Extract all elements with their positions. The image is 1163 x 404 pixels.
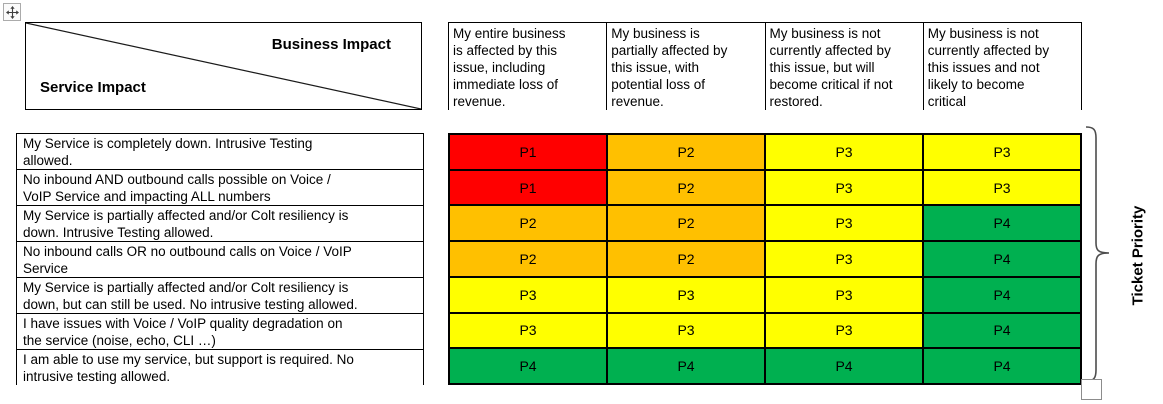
table-move-handle[interactable]: [3, 3, 21, 21]
move-cross-icon: [5, 5, 19, 19]
priority-cell: P4: [924, 349, 1080, 383]
priority-cell: P2: [608, 135, 764, 169]
service-impact-row-label: My Service is partially affected and/or …: [17, 206, 423, 241]
business-impact-col-header: My business is partially affected by thi…: [607, 23, 765, 110]
priority-cell: P3: [608, 277, 764, 312]
service-impact-row-label: My Service is completely down. Intrusive…: [17, 134, 423, 169]
priority-cell: P2: [608, 242, 764, 276]
priority-cell: P4: [924, 242, 1080, 276]
service-impact-row-label: No inbound calls OR no outbound calls on…: [17, 242, 423, 277]
business-impact-axis-label: Business Impact: [271, 36, 391, 53]
table-resize-handle[interactable]: [1081, 379, 1102, 400]
priority-cell: P3: [766, 277, 922, 312]
priority-cell: P3: [766, 206, 922, 241]
priority-cell: P3: [766, 242, 922, 276]
priority-cell: P3: [450, 277, 606, 312]
service-impact-row-label: My Service is partially affected and/or …: [17, 278, 423, 313]
diagonal-divider-line: [26, 23, 421, 109]
service-impact-axis-label: Service Impact: [40, 79, 146, 96]
priority-cell: P4: [766, 349, 922, 383]
business-impact-col-header: My business is not currently affected by…: [923, 23, 1081, 110]
axis-header-cell: Business Impact Service Impact: [25, 22, 422, 110]
service-impact-row-label: I have issues with Voice / VoIP quality …: [17, 314, 423, 349]
service-impact-row-label: I am able to use my service, but support…: [17, 350, 423, 385]
priority-cell: P3: [608, 313, 764, 348]
priority-cell: P3: [766, 170, 922, 205]
priority-cell: P3: [924, 135, 1080, 169]
priority-cell: P2: [608, 206, 764, 241]
priority-cell: P2: [608, 170, 764, 205]
business-impact-col-header: My business is not currently affected by…: [765, 23, 923, 110]
business-impact-col-header: My entire business is affected by this i…: [449, 23, 607, 110]
priority-cell: P3: [766, 313, 922, 348]
priority-cell: P4: [608, 349, 764, 383]
priority-cell: P4: [924, 277, 1080, 312]
service-impact-label-column: My Service is completely down. Intrusive…: [16, 133, 424, 385]
priority-cell: P4: [450, 349, 606, 383]
priority-cell: P3: [924, 170, 1080, 205]
priority-cell: P2: [450, 206, 606, 241]
service-impact-row-label: No inbound AND outbound calls possible o…: [17, 170, 423, 205]
priority-matrix: P1 P2 P3 P3 P1 P2 P3 P3 P2 P2 P3 P4 P2 P…: [448, 133, 1082, 385]
priority-cell: P3: [450, 313, 606, 348]
priority-cell: P1: [450, 170, 606, 205]
priority-cell: P4: [924, 313, 1080, 348]
priority-cell: P3: [766, 135, 922, 169]
priority-cell: P2: [450, 242, 606, 276]
ticket-priority-label: Ticket Priority: [1129, 205, 1147, 305]
priority-cell: P1: [450, 135, 606, 169]
right-curly-brace: [1085, 126, 1110, 382]
priority-cell: P4: [924, 206, 1080, 241]
business-impact-header-row: My entire business is affected by this i…: [448, 22, 1082, 110]
